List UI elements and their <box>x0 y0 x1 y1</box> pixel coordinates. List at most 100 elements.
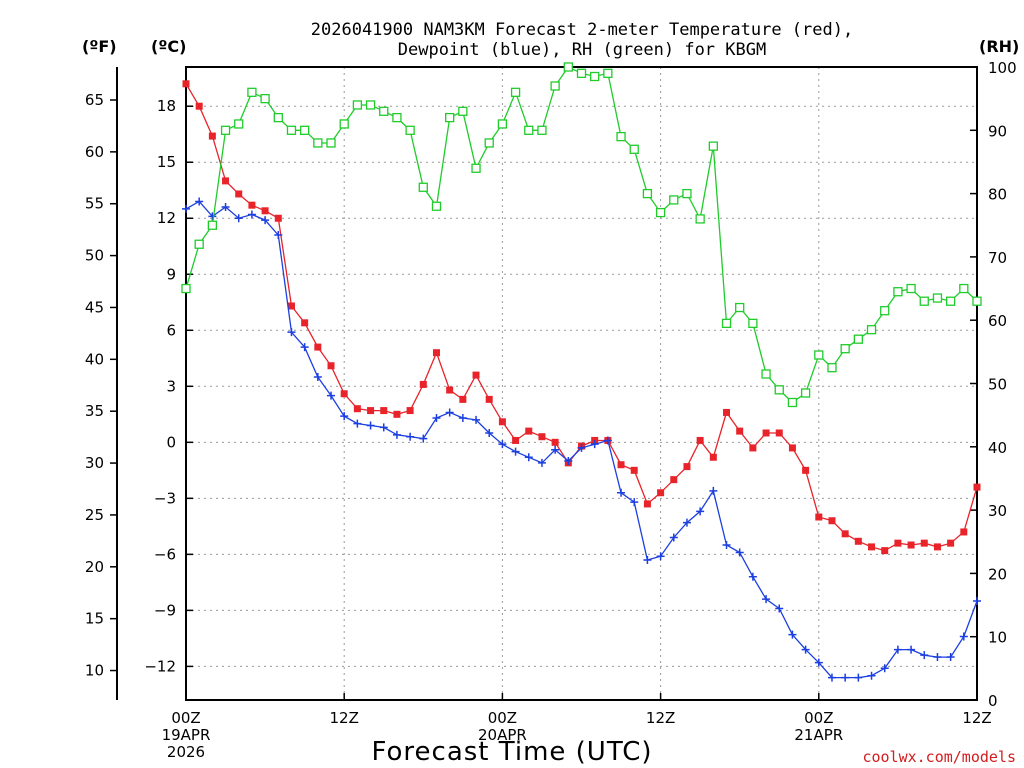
dewpoint-point <box>907 645 916 654</box>
dewpoint-point <box>867 671 876 680</box>
rh-point <box>247 87 257 97</box>
temperature-point <box>459 395 467 403</box>
temperature-point <box>749 444 757 452</box>
rh-point <box>893 287 903 297</box>
temperature-point <box>419 380 427 388</box>
rh-point <box>207 220 218 230</box>
dewpoint-point <box>353 419 362 428</box>
rh-point <box>800 388 811 398</box>
celsius-tick-label: 12 <box>157 209 176 227</box>
time-tick-label: 19APR <box>162 726 211 744</box>
dewpoint-point <box>564 456 573 465</box>
rh-tick-label: 10 <box>988 629 1007 647</box>
dewpoint-point <box>788 630 797 639</box>
rh-point <box>365 100 376 110</box>
fahrenheit-tick-label: 45 <box>85 298 104 316</box>
rh-point <box>339 119 349 129</box>
temperature-point <box>960 528 968 536</box>
rh-point <box>471 163 481 173</box>
temperature-point <box>274 214 282 222</box>
temperature-point <box>340 390 348 398</box>
dewpoint-point <box>511 447 520 456</box>
temperature-point <box>696 436 704 444</box>
rh-unit-label: (RH) <box>979 37 1019 56</box>
temperature-point <box>815 513 823 521</box>
rh-point <box>972 296 982 306</box>
rh-point <box>827 363 837 373</box>
time-tick-label: 00Z <box>171 709 200 727</box>
dewpoint-point <box>577 443 586 452</box>
rh-point <box>510 87 521 97</box>
dewpoint-point <box>247 210 256 219</box>
temperature-point <box>854 537 862 545</box>
fahrenheit-tick-label: 65 <box>85 91 104 109</box>
dewpoint-point <box>709 486 718 495</box>
rh-point <box>866 325 877 335</box>
dewpoint-point <box>313 372 322 381</box>
temperature-point <box>380 407 388 415</box>
temperature-point <box>723 408 731 416</box>
rh-tick-label: 90 <box>988 122 1007 140</box>
temperature-point <box>235 190 243 198</box>
temperature-point <box>775 429 783 437</box>
chart-title-line-1: 2026041900 NAM3KM Forecast 2-meter Tempe… <box>311 20 853 40</box>
rh-point <box>735 302 745 313</box>
rh-point <box>181 283 191 294</box>
temperature-point <box>617 461 625 469</box>
rh-tick-label: 30 <box>988 502 1007 520</box>
rh-point <box>814 350 824 360</box>
rh-point <box>220 125 231 135</box>
rh-point <box>932 293 943 303</box>
rh-tick-label: 60 <box>988 312 1007 330</box>
temperature-point <box>485 395 493 403</box>
rh-tick-label: 20 <box>988 565 1007 583</box>
temperature-point <box>670 476 678 484</box>
dewpoint-point <box>801 645 810 654</box>
celsius-tick-label: −6 <box>154 545 176 563</box>
dewpoint-point <box>551 445 560 454</box>
rh-point <box>273 112 283 123</box>
celsius-tick-label: −3 <box>154 489 176 507</box>
rh-point <box>537 125 547 135</box>
temperature-point <box>301 319 309 327</box>
rh-point <box>945 296 956 306</box>
rh-line <box>185 66 978 404</box>
rh-point <box>787 397 798 408</box>
rh-point <box>352 100 363 110</box>
time-tick-label: 21APR <box>794 726 843 744</box>
temperature-point <box>248 201 256 209</box>
temperature-point <box>894 539 902 547</box>
rh-point <box>919 296 929 306</box>
dewpoint-point <box>827 673 836 682</box>
dewpoint-point <box>722 541 731 550</box>
x-axis-title: Forecast Time (UTC) <box>371 737 652 767</box>
rh-tick-label: 100 <box>988 59 1017 77</box>
time-tick-label: 2026 <box>167 743 205 761</box>
rh-point <box>379 106 389 116</box>
rh-point <box>603 68 613 78</box>
dewpoint-point <box>234 214 243 223</box>
temperature-point <box>195 102 203 110</box>
celsius-tick-label: −12 <box>144 657 176 675</box>
dewpoint-point <box>221 203 230 212</box>
dewpoint-point <box>458 414 467 423</box>
dewpoint-point <box>182 204 190 213</box>
dewpoint-line <box>185 200 978 679</box>
rh-point <box>234 119 244 129</box>
credit-link[interactable]: coolwx.com/models <box>862 748 1016 766</box>
fahrenheit-tick-label: 60 <box>85 143 104 161</box>
celsius-tick-label: 3 <box>166 377 176 395</box>
rh-point <box>418 182 428 192</box>
dewpoint-point <box>445 408 454 417</box>
dewpoint-point <box>195 197 204 206</box>
dewpoint-point <box>682 518 691 527</box>
rh-point <box>616 131 626 142</box>
rh-point <box>458 106 468 116</box>
temperature-point <box>261 207 269 215</box>
dewpoint-point <box>748 572 757 581</box>
fahrenheit-tick-label: 35 <box>85 402 104 420</box>
temperature-point <box>432 349 440 357</box>
temperature-point <box>551 438 559 446</box>
rh-point <box>682 188 692 199</box>
